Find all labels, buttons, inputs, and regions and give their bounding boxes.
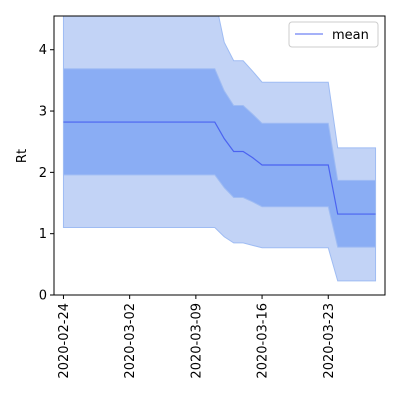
plot-frame — [53, 15, 386, 296]
y-tick-label: 4 — [39, 43, 47, 58]
legend: mean — [288, 21, 379, 48]
x-tick-label: 2020-03-09 — [189, 303, 204, 379]
y-axis-label: Rt — [15, 149, 30, 163]
y-axis: 0 1 2 3 4 — [39, 43, 54, 304]
mean-line — [63, 121, 376, 215]
y-tick-label: 0 — [39, 289, 47, 304]
y-tick-label: 2 — [39, 166, 47, 181]
x-tick-label: 2020-03-02 — [123, 303, 138, 379]
legend-mean-label: mean — [332, 28, 369, 43]
x-tick-label: 2020-03-23 — [322, 303, 337, 379]
plot-area — [62, 16, 377, 282]
legend-box — [288, 21, 379, 48]
inner-interval-band — [62, 68, 377, 248]
x-tick-label: 2020-02-24 — [57, 303, 72, 379]
y-tick-label: 3 — [39, 105, 47, 120]
y-tick-label: 1 — [39, 227, 47, 242]
x-tick-label: 2020-03-16 — [256, 303, 271, 379]
x-axis: 2020-02-24 2020-03-02 2020-03-09 2020-03-16… — [57, 295, 337, 379]
